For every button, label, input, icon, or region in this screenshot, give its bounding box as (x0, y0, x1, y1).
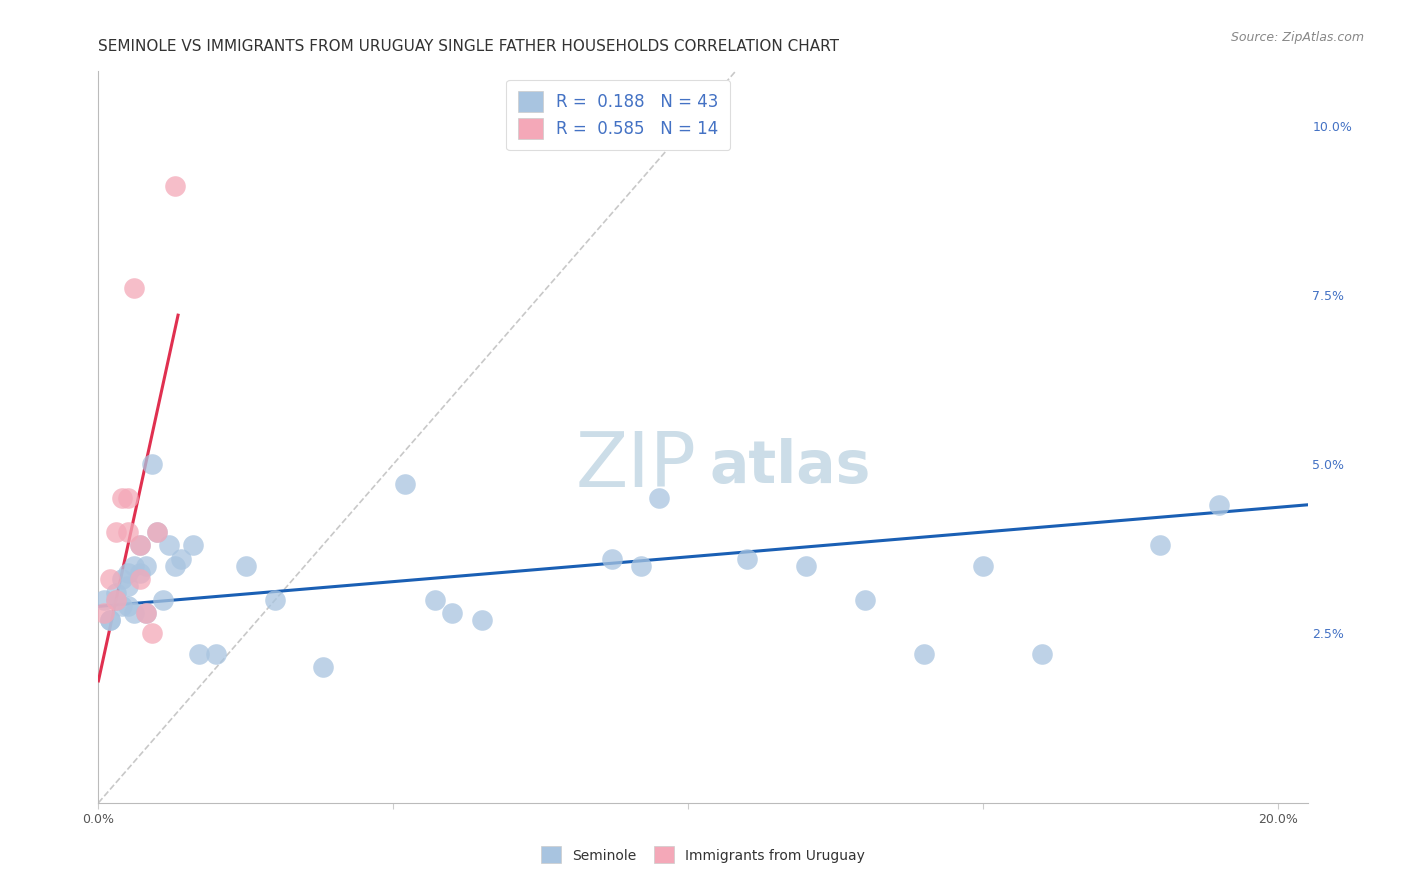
Point (105, 586, 128, 600)
Point (117, 566, 139, 580)
Point (117, 491, 139, 505)
Point (794, 558, 817, 573)
Point (93, 606, 115, 620)
Point (111, 599, 134, 614)
Point (105, 592, 128, 607)
Point (135, 606, 157, 620)
Point (311, 660, 333, 674)
Legend: Seminole, Immigrants from Uruguay: Seminole, Immigrants from Uruguay (536, 841, 870, 869)
Text: ZIP: ZIP (576, 429, 697, 503)
Point (98, 613, 121, 627)
Point (600, 552, 623, 566)
Point (423, 592, 446, 607)
Point (394, 477, 416, 491)
Point (972, 558, 994, 573)
Point (122, 281, 145, 295)
Point (141, 457, 163, 471)
Point (98, 572, 121, 586)
Point (264, 592, 287, 607)
Point (648, 491, 671, 505)
Point (117, 599, 139, 614)
Point (105, 524, 128, 539)
Point (117, 579, 139, 593)
Point (630, 558, 652, 573)
Point (181, 538, 204, 552)
Point (122, 606, 145, 620)
Point (111, 491, 134, 505)
Point (117, 524, 139, 539)
Point (128, 566, 150, 580)
Point (122, 558, 145, 573)
Point (152, 592, 174, 607)
Point (441, 606, 464, 620)
Point (146, 524, 169, 539)
Point (853, 592, 876, 607)
Point (165, 558, 187, 573)
Point (187, 647, 209, 661)
Point (135, 558, 157, 573)
Point (146, 524, 169, 539)
Point (141, 626, 163, 640)
Point (98, 613, 121, 627)
Point (128, 538, 150, 552)
Point (205, 647, 228, 661)
Text: Source: ZipAtlas.com: Source: ZipAtlas.com (1230, 31, 1364, 45)
Point (165, 179, 187, 194)
Point (1149, 538, 1171, 552)
Point (471, 613, 494, 627)
Point (912, 647, 935, 661)
Text: SEMINOLE VS IMMIGRANTS FROM URUGUAY SINGLE FATHER HOUSEHOLDS CORRELATION CHART: SEMINOLE VS IMMIGRANTS FROM URUGUAY SING… (98, 38, 839, 54)
Point (135, 606, 157, 620)
Point (1031, 647, 1053, 661)
Point (128, 538, 150, 552)
Text: atlas: atlas (709, 438, 870, 495)
Point (93, 592, 115, 607)
Point (170, 552, 193, 566)
Point (157, 538, 180, 552)
Point (111, 572, 134, 586)
Point (735, 552, 758, 566)
Point (235, 558, 257, 573)
Point (1208, 498, 1230, 512)
Point (128, 572, 150, 586)
Point (105, 592, 128, 607)
